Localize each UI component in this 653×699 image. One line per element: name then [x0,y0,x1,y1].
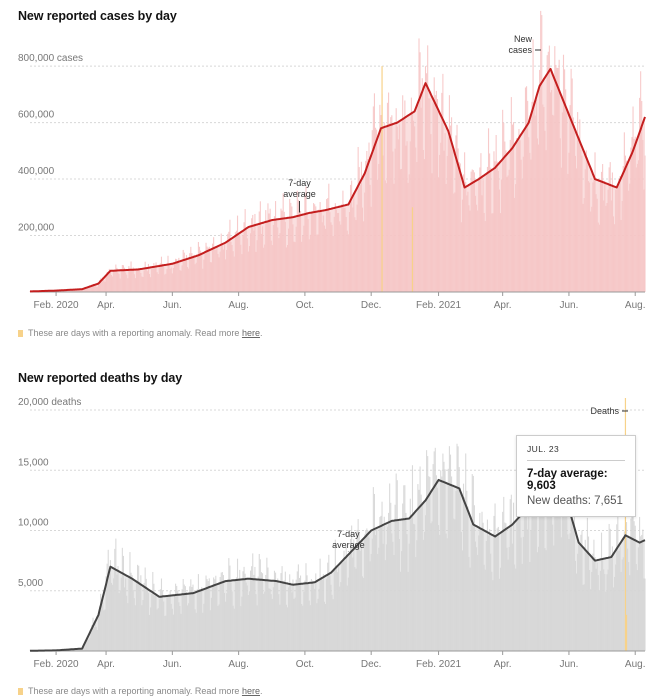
undefined-xtick-label: Feb. 2020 [34,300,79,311]
deaths-tooltip: JUL. 23 7-day average: 9,603 New deaths:… [516,435,636,517]
tooltip-average: 7-day average: 9,603 [527,468,608,492]
tooltip-date: JUL. 23 [527,444,625,461]
tooltip-new-deaths: New deaths: 7,651 [527,495,623,507]
undefined-series-annotation: Deaths [590,406,619,416]
undefined-xtick-label: Jun. [559,300,578,311]
undefined-xtick-label: Jun. [163,300,182,311]
anomaly-swatch [18,688,23,695]
undefined-anomaly-spike [411,207,414,292]
undefined-xtick-label: Apr. [97,300,115,311]
undefined-xtick-label: Aug. [228,659,249,670]
deaths-note-end: . [259,686,263,696]
undefined-average-line [30,67,646,293]
undefined-ytick-label: 5,000 [18,578,43,589]
anomaly-swatch [18,330,23,337]
undefined-xtick-label: Jun. [559,659,578,670]
undefined-xtick-label: Apr. [494,300,512,311]
undefined-ytick-label: 400,000 [18,166,55,177]
deaths-anomaly-note: These are days with a reporting anomaly.… [18,686,262,696]
undefined-average-annotation: 7-day [288,178,311,188]
cases-note-link[interactable]: here [241,328,260,338]
undefined-average-annotation: average [283,189,316,199]
undefined-ytick-label: 200,000 [18,223,55,234]
undefined-xtick-label: Oct. [296,300,314,311]
undefined-anomaly-spike [624,398,627,651]
undefined-xtick-label: Dec. [361,659,382,670]
undefined-xtick-label: Jun. [163,659,182,670]
undefined-xtick-label: Aug. [228,300,249,311]
deaths-note-text: These are days with a reporting anomaly.… [28,686,242,696]
undefined-series-annotation: cases [508,45,532,55]
undefined-xtick-label: Feb. 2021 [416,659,461,670]
undefined-xtick-label: Oct. [296,659,314,670]
deaths-chart-title: New reported deaths by day [18,371,183,385]
undefined-ytick-label: 15,000 [18,457,49,468]
undefined-xtick-label: Aug. [625,300,646,311]
undefined-xtick-label: Aug. [625,659,646,670]
cases-anomaly-note: These are days with a reporting anomaly.… [18,328,262,338]
undefined-xtick-label: Feb. 2020 [34,659,79,670]
undefined-xtick-label: Feb. 2021 [416,300,461,311]
undefined-xtick-label: Apr. [494,659,512,670]
cases-note-end: . [259,328,263,338]
deaths-note-link[interactable]: here [241,686,260,696]
cases-note-text: These are days with a reporting anomaly.… [28,328,242,338]
undefined-anomaly-spike [625,614,628,651]
undefined-xtick-label: Dec. [361,300,382,311]
undefined-average-area [30,479,645,651]
undefined-ytick-label: 800,000 cases [18,53,83,64]
undefined-average-annotation: 7-day [337,529,360,539]
undefined-ytick-label: 20,000 deaths [18,397,81,408]
undefined-average-area [30,68,645,293]
undefined-average-annotation: average [332,540,365,550]
cases-chart-title: New reported cases by day [18,9,177,23]
undefined-xtick-label: Apr. [97,659,115,670]
undefined-series-annotation: New [514,34,533,44]
cases-chart: 800,000 cases 600,000 400,000 200,000 Feb. 2… [18,10,646,311]
undefined-anomaly-spike [381,66,383,292]
undefined-ytick-label: 600,000 [18,110,55,121]
undefined-ytick-label: 10,000 [18,518,49,529]
